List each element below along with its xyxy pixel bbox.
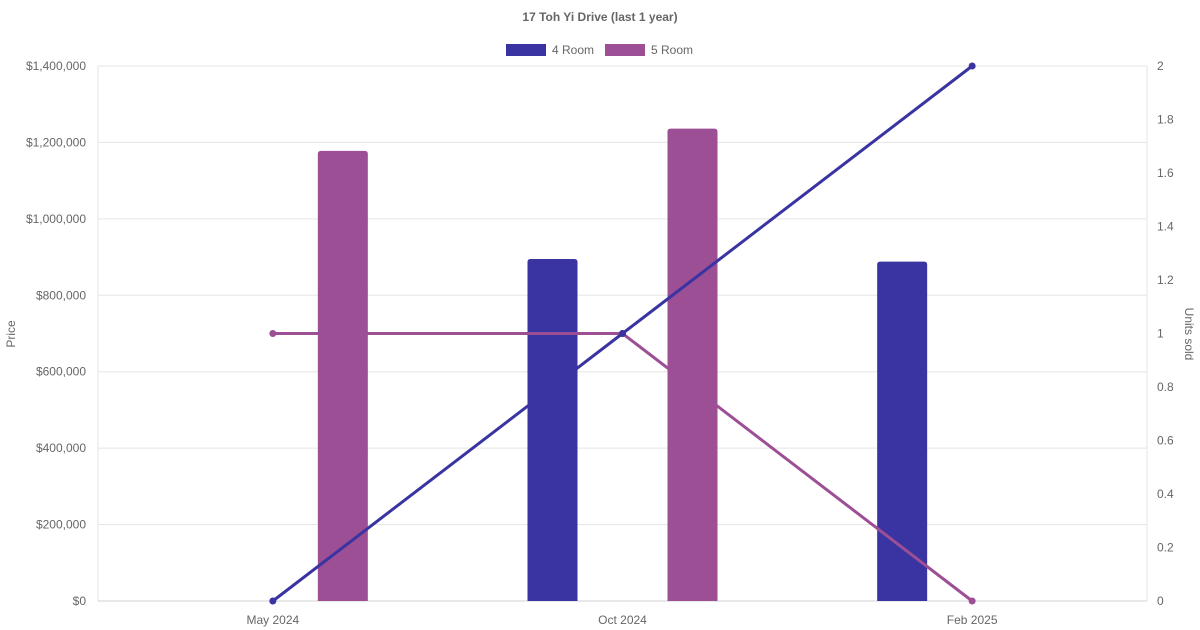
legend-swatch-4-room[interactable]	[506, 44, 546, 56]
bar-4-room[interactable]	[527, 258, 578, 601]
y-tick-label: $1,200,000	[26, 135, 86, 149]
y-tick-label: $1,000,000	[26, 212, 86, 226]
y-axis-title: Price	[4, 320, 18, 348]
point-4-room[interactable]	[968, 62, 976, 70]
legend-label-4-room[interactable]: 4 Room	[552, 43, 594, 57]
legend-swatch-5-room[interactable]	[605, 44, 645, 56]
y2-axis-title: Units sold	[1182, 308, 1196, 361]
lines	[269, 62, 976, 605]
y2-tick-label: 1.8	[1157, 113, 1174, 127]
legend-label-5-room[interactable]: 5 Room	[651, 43, 693, 57]
bar-4-room[interactable]	[877, 261, 928, 601]
y-tick-label: $800,000	[36, 288, 86, 302]
line-units-5-room	[272, 332, 974, 603]
bar-5-room[interactable]	[317, 150, 368, 602]
x-tick-label: May 2024	[246, 613, 299, 627]
y2-tick-label: 1.4	[1157, 220, 1174, 234]
y2-tick-label: 1.6	[1157, 166, 1174, 180]
x-axis-ticks: May 2024 Oct 2024 Feb 2025	[246, 613, 997, 627]
y-tick-label: $200,000	[36, 518, 86, 532]
y-tick-label: $1,400,000	[26, 59, 86, 73]
y2-tick-label: 0.4	[1157, 487, 1174, 501]
bar-5-room[interactable]	[667, 128, 718, 601]
y-tick-label: $600,000	[36, 365, 86, 379]
point-4-room[interactable]	[269, 597, 277, 605]
x-tick-label: Feb 2025	[947, 613, 998, 627]
y-tick-label: $0	[73, 594, 87, 608]
y2-axis-ticks: 0 0.2 0.4 0.6 0.8 1 1.2 1.4 1.6 1.8 2	[1157, 59, 1174, 608]
point-5-room[interactable]	[269, 330, 277, 337]
y2-tick-label: 0	[1157, 594, 1164, 608]
point-5-room[interactable]	[968, 597, 976, 605]
y-axis-ticks: $0 $200,000 $400,000 $600,000 $800,000 $1,000…	[26, 59, 86, 608]
y-tick-label: $400,000	[36, 441, 86, 455]
y2-tick-label: 0.8	[1157, 380, 1174, 394]
y2-tick-label: 1	[1157, 327, 1164, 341]
y2-tick-label: 2	[1157, 59, 1164, 73]
chart-title: 17 Toh Yi Drive (last 1 year)	[522, 10, 677, 24]
legend: 4 Room 5 Room	[506, 43, 693, 57]
y2-tick-label: 1.2	[1157, 273, 1174, 287]
point-4-room[interactable]	[619, 330, 626, 337]
bars	[317, 128, 928, 602]
y2-tick-label: 0.2	[1157, 541, 1174, 555]
y2-tick-label: 0.6	[1157, 434, 1174, 448]
x-tick-label: Oct 2024	[598, 613, 647, 627]
